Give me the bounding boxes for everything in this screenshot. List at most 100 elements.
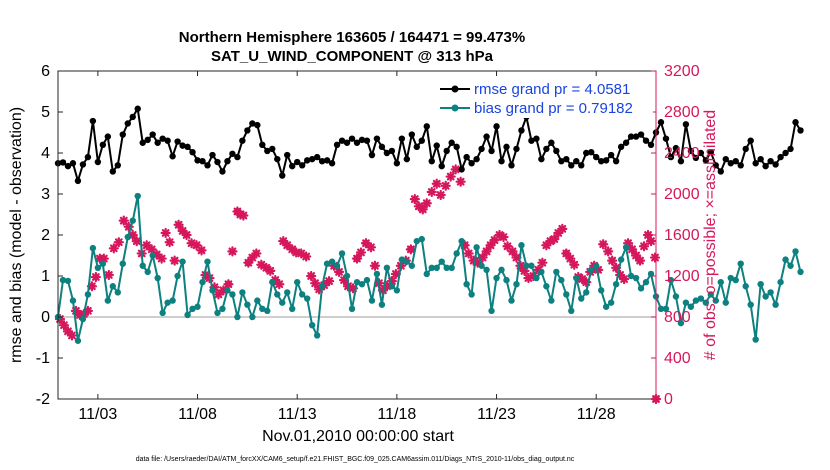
obs-assimilated-marker [565,253,576,264]
rmse-point [573,158,580,165]
x-tick-label: 11/08 [178,406,217,423]
bias-point [463,281,470,288]
obs-possible-marker [362,239,370,247]
rmse-point [757,155,764,163]
bias-point [428,264,435,271]
rmse-point [797,127,804,134]
obs-assimilated-marker [417,204,428,215]
rmse-point [438,162,445,170]
bias-point [657,305,665,312]
bias-point [318,283,326,290]
bias-point [772,301,779,308]
bias-point [274,291,281,298]
rmse-point [617,143,625,151]
obs-assimilated-marker [227,246,238,257]
rmse-point [563,155,570,163]
bias-point [289,305,296,312]
rmse-point [677,158,685,165]
obs-assimilated-marker [164,237,175,248]
bias-point [607,299,615,306]
bias-point [94,264,102,271]
bias-point [333,262,341,269]
bias-point [363,276,371,284]
obs-assimilated-marker [369,260,381,271]
obs-assimilated-marker [118,215,129,226]
obs-assimilated-marker [274,279,285,290]
rmse-point [727,160,734,167]
rmse-point [772,161,779,168]
legend-box [433,76,653,118]
rmse-point [368,151,376,159]
bias-point [179,258,186,265]
bias-point [797,268,804,276]
bias-point [488,307,495,315]
bias-point [433,264,440,271]
rmse-point [84,153,92,161]
rmse-point [274,155,281,163]
rmse-point [752,160,759,167]
bias-point [533,274,540,282]
y2-tick-label: 2000 [664,186,700,203]
rmse-point [333,141,341,148]
obs-assimilated-marker [90,271,101,283]
bias-point [637,285,645,292]
obs-assimilated-marker [238,210,249,221]
bias-point [79,315,87,323]
rmse-point [398,135,406,142]
bias-point [169,297,176,304]
bias-point [727,274,734,282]
rmse-point [64,162,72,170]
obs-assimilated-marker [421,198,432,209]
obs-assimilated-marker [160,227,171,239]
rmse-point [528,137,535,144]
bias-point [787,262,794,269]
bias-point [568,307,575,315]
obs-assimilated-marker [557,223,568,234]
obs-assimilated-marker [598,239,609,250]
bias-point [478,262,485,269]
rmse-point [747,137,754,144]
rmse-point [792,119,799,126]
rmse-point [458,166,465,173]
bias-point [119,260,126,267]
y2-tick-label: 800 [664,309,691,326]
x-axis-label: Nov.01,2010 00:00:00 start [262,428,454,445]
rmse-point [767,158,774,165]
bias-point [294,278,301,286]
rmse-point [214,158,221,166]
rmse-point [264,147,271,155]
bias-point [269,278,276,286]
bias-point [672,293,680,300]
bias-point [443,264,450,271]
bias-point [234,313,241,321]
y-tick-label: 0 [41,309,50,326]
rmse-point [463,153,470,161]
rmse-point [323,157,331,164]
rmse-point [234,153,241,161]
legend-rmse-label: rmse grand pr = 4.0581 [474,81,630,98]
rmse-point [642,137,650,144]
bias-point [508,297,515,304]
bias-point [338,250,346,257]
rmse-point [602,157,610,164]
rmse-point [184,143,191,151]
bias-point [194,303,201,310]
y-tick-label: -1 [36,350,50,367]
rmse-point [622,139,630,146]
obs-assimilated-marker [365,242,377,253]
rmse-point [134,105,141,112]
bias-point [423,270,430,278]
bias-point [707,291,715,298]
obs-assimilated-marker [131,236,142,247]
bias-point [219,305,226,312]
bias-point [373,270,381,278]
rmse-point [89,117,97,125]
bias-point [473,244,480,251]
rmse-point [518,127,525,134]
bias-point [104,297,112,304]
rmse-point [498,158,505,165]
rmse-point [453,143,460,151]
obs-assimilated-marker [630,250,642,261]
y2-tick-label: 400 [664,350,691,367]
rmse-point [702,157,710,164]
